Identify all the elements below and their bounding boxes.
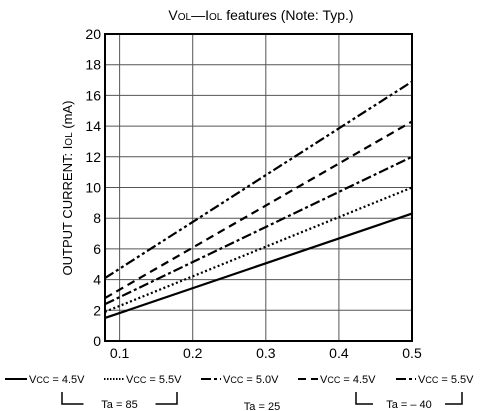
x-tick-label: 0.5 [402, 345, 422, 361]
tick-labels: 0.1 0.2 0.3 0.4 0.5 0 2 4 6 8 10 12 14 16 18 20 [85, 26, 422, 361]
legend-label: VCC = 5.5V [418, 374, 474, 386]
legend-label: VCC = 5.5V [126, 374, 182, 386]
y-tick-label: 20 [85, 26, 101, 42]
x-tick-label: 0.3 [256, 345, 276, 361]
y-tick-label: 4 [93, 272, 101, 288]
legend-label: VCC = 4.5V [29, 374, 85, 386]
x-tick-label: 0.4 [329, 345, 349, 361]
temp-group-label-bg [83, 398, 156, 410]
series-line-4 [104, 80, 413, 279]
temp-group-label: Ta = – 40 [386, 399, 432, 411]
chart-title: VOL—IOL features (Note: Typ.) [168, 7, 353, 23]
y-tick-label: 16 [85, 87, 101, 103]
y-tick-label: 2 [93, 302, 101, 318]
plot-frame [104, 33, 413, 342]
grid [105, 33, 413, 342]
legend-label: VCC = 4.5V [320, 374, 376, 386]
y-tick-label: 6 [93, 241, 101, 257]
x-tick-label: 0.2 [183, 345, 203, 361]
series-line-1 [104, 186, 413, 313]
series-lines [104, 80, 413, 320]
series-line-3 [104, 120, 413, 299]
y-tick-label: 18 [85, 57, 101, 73]
y-axis-label: OUTPUT CURRENT: IOL (mA) [60, 101, 75, 276]
legend: VCC = 4.5V VCC = 5.5V VCC = 5.0V VCC = 4.5V… [5, 374, 474, 411]
x-tick-label: 0.1 [110, 345, 130, 361]
temp-group-label-bg [373, 398, 445, 410]
y-tick-label: 10 [85, 180, 101, 196]
y-tick-label: 12 [85, 149, 101, 165]
temp-group-label: Ta = 85 [101, 399, 137, 411]
y-tick-label: 8 [93, 210, 101, 226]
legend-label: VCC = 5.0V [223, 374, 279, 386]
temp-group-label: Ta = 25 [244, 401, 280, 411]
series-line-0 [104, 212, 413, 320]
y-tick-label: 0 [93, 333, 101, 349]
y-tick-label: 14 [85, 118, 101, 134]
